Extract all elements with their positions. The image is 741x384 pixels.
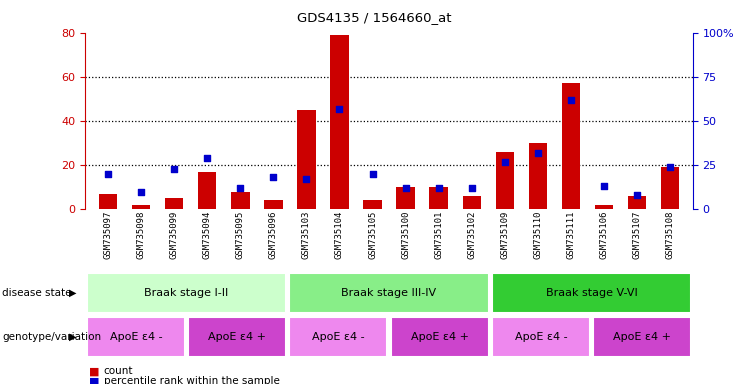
- Text: Braak stage V-VI: Braak stage V-VI: [545, 288, 637, 298]
- Point: [268, 174, 279, 180]
- Point: [333, 106, 345, 112]
- Bar: [290, 273, 488, 313]
- Point: [499, 159, 511, 165]
- Bar: [496, 152, 514, 209]
- Text: GSM735096: GSM735096: [269, 211, 278, 260]
- Point: [598, 183, 610, 189]
- Text: percentile rank within the sample: percentile rank within the sample: [104, 376, 279, 384]
- Bar: [297, 110, 316, 209]
- Text: GSM735107: GSM735107: [632, 211, 641, 260]
- Bar: [594, 317, 691, 357]
- Text: ▶: ▶: [69, 332, 76, 342]
- Point: [136, 189, 147, 195]
- Bar: [363, 200, 382, 209]
- Point: [168, 166, 180, 172]
- Bar: [396, 187, 415, 209]
- Bar: [594, 205, 613, 209]
- Text: GSM735111: GSM735111: [566, 211, 575, 260]
- Text: GSM735106: GSM735106: [599, 211, 608, 260]
- Point: [202, 155, 213, 161]
- Bar: [391, 317, 488, 357]
- Text: ApoE ε4 -: ApoE ε4 -: [312, 332, 365, 342]
- Text: GSM735097: GSM735097: [104, 211, 113, 260]
- Point: [234, 185, 246, 191]
- Text: count: count: [104, 366, 133, 376]
- Bar: [290, 317, 388, 357]
- Text: Braak stage III-IV: Braak stage III-IV: [342, 288, 436, 298]
- Bar: [87, 273, 286, 313]
- Text: ▶: ▶: [69, 288, 76, 298]
- Text: GSM735099: GSM735099: [170, 211, 179, 260]
- Text: GDS4135 / 1564660_at: GDS4135 / 1564660_at: [297, 12, 451, 25]
- Bar: [492, 273, 691, 313]
- Text: ■: ■: [89, 376, 99, 384]
- Text: GSM735098: GSM735098: [137, 211, 146, 260]
- Text: GSM735101: GSM735101: [434, 211, 443, 260]
- Point: [102, 171, 114, 177]
- Bar: [430, 187, 448, 209]
- Bar: [562, 83, 579, 209]
- Point: [367, 171, 379, 177]
- Text: GSM735095: GSM735095: [236, 211, 245, 260]
- Text: Braak stage I-II: Braak stage I-II: [144, 288, 229, 298]
- Text: ApoE ε4 +: ApoE ε4 +: [208, 332, 266, 342]
- Text: GSM735109: GSM735109: [500, 211, 509, 260]
- Bar: [99, 194, 117, 209]
- Text: GSM735105: GSM735105: [368, 211, 377, 260]
- Bar: [133, 205, 150, 209]
- Text: GSM735108: GSM735108: [665, 211, 674, 260]
- Text: GSM735102: GSM735102: [467, 211, 476, 260]
- Text: disease state: disease state: [2, 288, 72, 298]
- Point: [301, 176, 313, 182]
- Text: ■: ■: [89, 366, 99, 376]
- Text: GSM735103: GSM735103: [302, 211, 311, 260]
- Bar: [199, 172, 216, 209]
- Point: [399, 185, 411, 191]
- Bar: [628, 196, 645, 209]
- Bar: [87, 317, 185, 357]
- Bar: [661, 167, 679, 209]
- Point: [664, 164, 676, 170]
- Text: GSM735094: GSM735094: [203, 211, 212, 260]
- Bar: [265, 200, 282, 209]
- Bar: [231, 192, 250, 209]
- Bar: [462, 196, 481, 209]
- Point: [433, 185, 445, 191]
- Text: ApoE ε4 +: ApoE ε4 +: [411, 332, 468, 342]
- Text: GSM735104: GSM735104: [335, 211, 344, 260]
- Point: [565, 97, 576, 103]
- Point: [631, 192, 642, 198]
- Text: GSM735110: GSM735110: [533, 211, 542, 260]
- Text: GSM735100: GSM735100: [401, 211, 410, 260]
- Bar: [528, 143, 547, 209]
- Text: ApoE ε4 -: ApoE ε4 -: [110, 332, 162, 342]
- Point: [532, 150, 544, 156]
- Text: ApoE ε4 -: ApoE ε4 -: [514, 332, 568, 342]
- Bar: [330, 35, 348, 209]
- Text: ApoE ε4 +: ApoE ε4 +: [614, 332, 671, 342]
- Text: genotype/variation: genotype/variation: [2, 332, 102, 342]
- Point: [465, 185, 477, 191]
- Bar: [165, 198, 184, 209]
- Bar: [188, 317, 286, 357]
- Bar: [492, 317, 590, 357]
